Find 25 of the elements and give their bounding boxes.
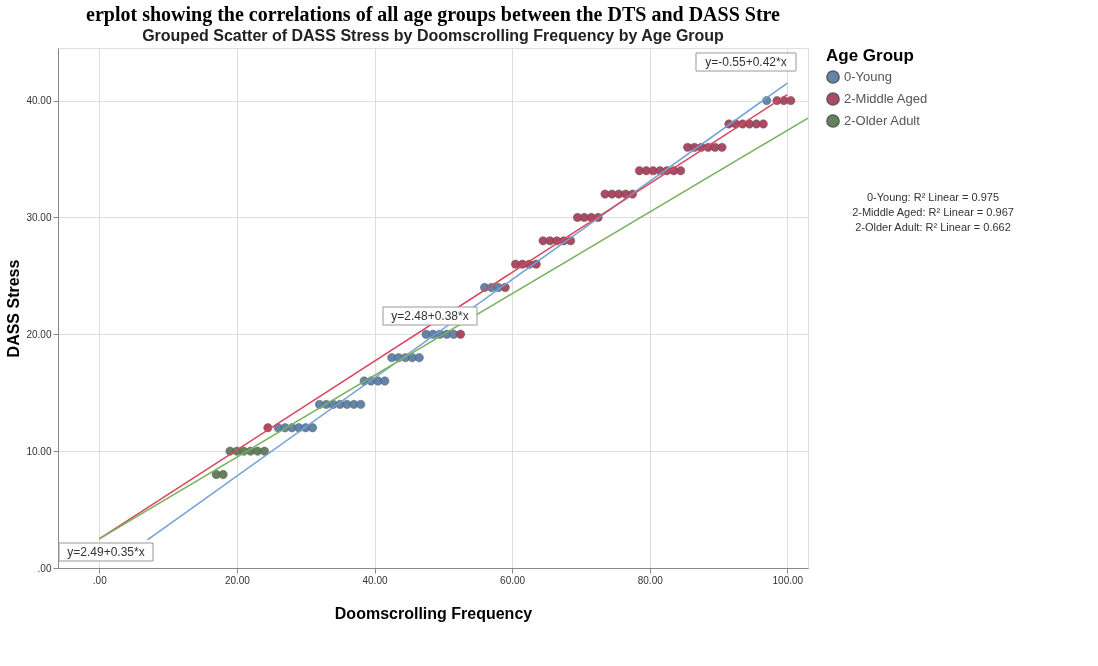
y-axis-title: DASS Stress — [5, 259, 23, 358]
chart-subtitle: Grouped Scatter of DASS Stress by Doomscrolling Frequency by Age Group — [142, 27, 725, 44]
x-tick-label: .00 — [92, 574, 108, 586]
y-tick-label: 30.00 — [26, 211, 52, 223]
annotation: y=2.49+0.35*x — [67, 545, 145, 559]
y-tick-label: .00 — [37, 562, 52, 574]
y-tick-label: 20.00 — [26, 328, 52, 340]
x-tick-label: 60.00 — [500, 574, 526, 586]
x-axis-title: Doomscrolling Frequency — [334, 604, 533, 622]
legend-label: 0-Young — [844, 69, 892, 84]
x-tick-label: 20.00 — [224, 574, 251, 586]
x-tick-label: 100.00 — [772, 574, 804, 586]
y-tick-label: 10.00 — [26, 445, 52, 457]
x-tick-label: 40.00 — [362, 574, 388, 586]
x-tick-label: 80.00 — [637, 574, 664, 586]
legend-title: Age Group — [826, 46, 914, 65]
text: 0-Young: R² Linear = 0.975 — [867, 191, 999, 203]
chart-title: erplot showing the correlations of all age groups between the DTS and DASS Stre — [86, 3, 781, 26]
legend-label: 2-Middle Aged — [844, 91, 928, 106]
annotation: y=-0.55+0.42*x — [705, 55, 787, 69]
text: 2-Middle Aged: R² Linear = 0.967 — [852, 206, 1014, 218]
text: 2-Older Adult: R² Linear = 0.662 — [855, 221, 1011, 233]
y-tick-label: 40.00 — [26, 95, 52, 107]
annotation: y=2.48+0.38*x — [391, 309, 469, 323]
legend-label: 2-Older Adult — [844, 113, 921, 128]
